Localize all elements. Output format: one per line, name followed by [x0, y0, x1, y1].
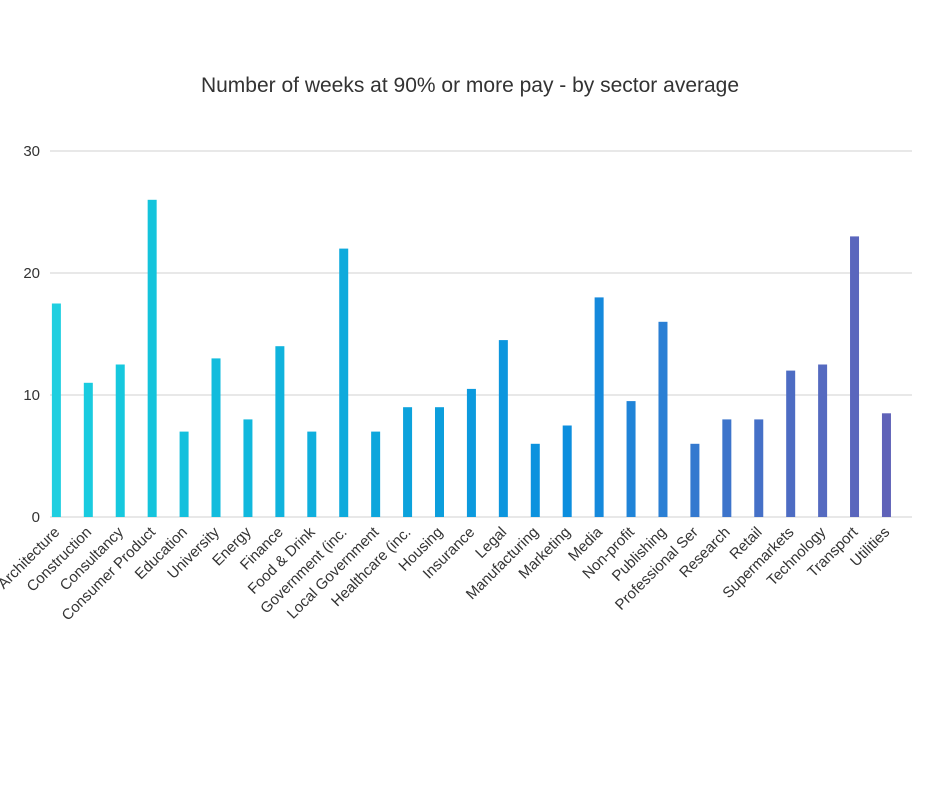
bar-housing	[434, 407, 444, 517]
bars	[51, 199, 891, 518]
y-tick-label: 10	[23, 387, 40, 404]
bar-consultancy	[115, 364, 125, 517]
bar-publishing	[658, 321, 668, 517]
bar-education	[179, 431, 189, 517]
bar-transport	[850, 236, 860, 517]
bar-healthcare-inc	[403, 407, 413, 517]
bar-technology	[818, 364, 828, 517]
bar-university	[211, 358, 221, 517]
gridlines	[50, 150, 912, 518]
bar-energy	[243, 419, 253, 517]
bar-professional-ser	[690, 443, 700, 517]
bar-consumer-product	[147, 199, 157, 518]
bar-media	[594, 297, 604, 517]
y-axis-ticks: 0 10 20 30	[23, 143, 40, 526]
chart-title: Number of weeks at 90% or more pay - by …	[200, 74, 740, 97]
bar-finance	[275, 346, 285, 517]
bar-manufacturing	[530, 443, 540, 517]
bar-local-government	[371, 431, 381, 517]
bar-insurance	[466, 388, 476, 517]
bar-research	[722, 419, 732, 517]
bar-marketing	[562, 425, 572, 517]
y-tick-label: 20	[23, 265, 40, 282]
bar-construction	[83, 382, 93, 517]
bar-legal	[498, 340, 508, 517]
bar-supermarkets	[786, 370, 796, 517]
bar-non-profit	[626, 401, 636, 517]
bar-architecture	[51, 303, 61, 517]
bar-government-inc	[339, 248, 349, 517]
y-tick-label: 0	[32, 509, 40, 526]
y-tick-label: 30	[23, 143, 40, 160]
x-axis-ticks: ArchitectureConstructionConsultancyConsu…	[0, 523, 893, 624]
bar-food-drink	[307, 431, 317, 517]
bar-utilities	[881, 413, 891, 517]
bar-retail	[754, 419, 764, 517]
